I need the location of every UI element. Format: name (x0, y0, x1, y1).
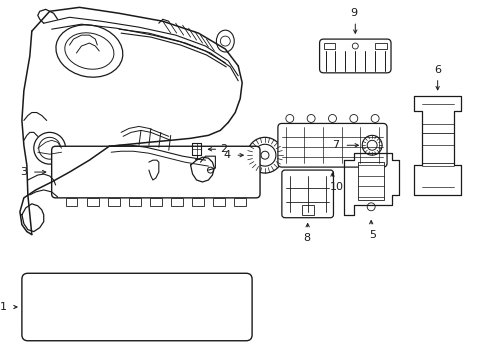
Circle shape (362, 135, 381, 155)
Bar (65, 198, 77, 206)
Circle shape (261, 151, 268, 159)
Bar (234, 198, 245, 206)
Text: 10: 10 (329, 182, 343, 192)
Bar (301, 205, 313, 215)
Text: 2: 2 (220, 144, 227, 154)
Bar (86, 198, 99, 206)
Bar (358, 162, 383, 200)
Text: 8: 8 (303, 233, 310, 243)
Circle shape (349, 114, 357, 122)
Text: 4: 4 (223, 150, 230, 160)
Circle shape (306, 114, 314, 122)
Bar (213, 198, 224, 206)
Ellipse shape (216, 30, 234, 52)
Circle shape (254, 144, 275, 166)
Circle shape (328, 114, 336, 122)
Text: 5: 5 (368, 230, 375, 239)
Text: 3: 3 (20, 167, 27, 177)
Circle shape (246, 137, 282, 173)
Circle shape (220, 36, 230, 46)
Bar (196, 164, 210, 178)
Text: 9: 9 (349, 8, 357, 18)
FancyBboxPatch shape (281, 170, 333, 218)
FancyBboxPatch shape (277, 123, 386, 167)
Ellipse shape (34, 132, 65, 164)
FancyBboxPatch shape (319, 39, 390, 73)
Circle shape (370, 114, 378, 122)
FancyBboxPatch shape (22, 273, 252, 341)
Ellipse shape (65, 33, 114, 69)
Ellipse shape (39, 137, 61, 159)
Text: 1: 1 (0, 302, 7, 312)
Bar (374, 43, 386, 49)
Text: 7: 7 (332, 140, 339, 150)
Circle shape (285, 114, 293, 122)
Bar (150, 198, 162, 206)
Circle shape (366, 203, 374, 211)
Circle shape (151, 177, 159, 185)
Circle shape (351, 43, 358, 49)
Text: 6: 6 (434, 65, 441, 75)
FancyBboxPatch shape (52, 146, 260, 198)
Circle shape (207, 167, 213, 173)
Bar (128, 198, 141, 206)
Bar (421, 133, 452, 163)
Circle shape (366, 140, 376, 150)
Bar (192, 198, 203, 206)
Ellipse shape (56, 25, 122, 77)
Bar (323, 43, 335, 49)
Bar (107, 198, 120, 206)
Bar (171, 198, 183, 206)
